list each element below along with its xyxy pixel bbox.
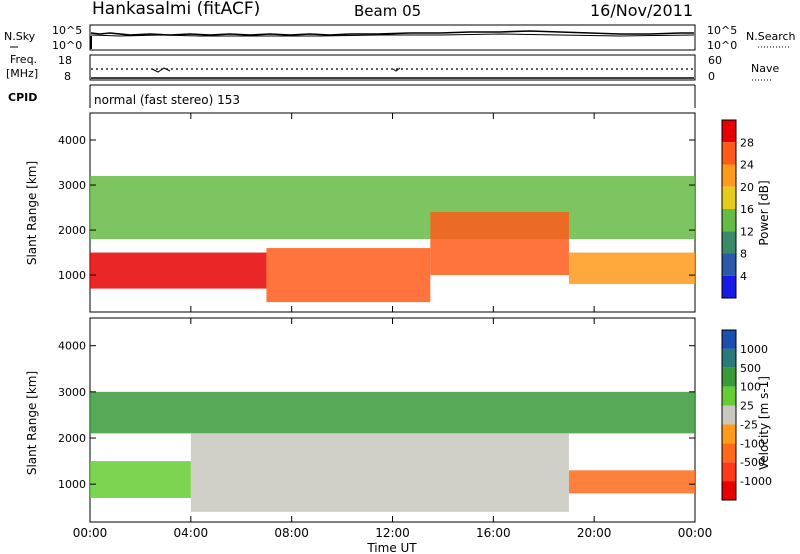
nave-tick-bottom: 0 [708,70,715,83]
colorbar-swatch [722,481,736,500]
colorbar-swatch [722,348,736,368]
freq-label-line2: [MHz] [6,67,38,80]
time-axis-label: Time UT [366,541,417,554]
noise-sky-line [90,30,694,36]
cpid-label: CPID [8,91,37,104]
heatmap-region [90,252,267,289]
colorbar-tick-label: 1000 [740,343,768,356]
colorbar-swatch [722,330,736,349]
heatmap-region [266,248,431,303]
colorbar-tick-label: -1000 [740,475,772,488]
power-colorbar-label: Power [dB] [757,180,771,245]
heatmap-region [568,252,695,285]
beam-title: Beam 05 [354,2,421,20]
x-tick-label: 12:00 [375,526,410,540]
velocity-panel: 1000 2000 3000 4000 [58,317,696,523]
velocity-colorbar: 1000 500 100 25 -25 -100 -500 -1000 [721,329,772,501]
x-tick-label: 04:00 [174,526,209,540]
noise-panel: N.Sky 10^5 10^0 10^5 10^0 N.Search [4,24,796,52]
colorbar-tick-label: 24 [740,159,754,172]
cpid-text: normal (fast stereo) 153 [94,93,240,107]
colorbar-tick-label: -100 [740,437,765,450]
colorbar-tick-label: 12 [740,225,754,238]
power-colorbar: 4 8 12 16 20 24 28 [721,119,754,299]
velocity-ylabel: Slant Range [km] [25,371,39,475]
heatmap-region [90,461,191,498]
date-title: 16/Nov/2011 [590,1,693,20]
colorbar-tick-label: -500 [740,456,765,469]
power-panel: 1000 2000 3000 4000 [58,112,696,313]
y-tick-label: 1000 [58,269,86,282]
heatmap-region [90,391,695,434]
noise-right-tick-top: 10^5 [707,24,737,37]
colorbar-tick-label: 16 [740,203,754,216]
colorbar-tick-label: 8 [740,248,747,261]
noise-right-label: N.Search [746,30,796,43]
colorbar-swatch [722,424,736,444]
colorbar-swatch [722,186,736,209]
heatmap-region [190,433,569,512]
colorbar-tick-label: 500 [740,362,761,375]
x-tick-label: 16:00 [476,526,511,540]
x-tick-label: 20:00 [577,526,612,540]
freq-excursion [151,67,171,73]
colorbar-swatch [722,120,736,143]
heatmap-region [430,212,569,276]
x-tick-label: 00:00 [678,526,713,540]
x-tick-label: 08:00 [274,526,309,540]
colorbar-tick-label: 28 [740,136,754,149]
velocity-colorbar-label: Velocity [m s-1] [757,376,771,470]
cpid-panel: CPID normal (fast stereo) 153 [8,84,696,108]
noise-left-tick-bottom: 10^0 [52,39,82,52]
y-tick-label: 4000 [58,134,86,147]
heatmap-region [568,470,695,494]
colorbar-swatch [722,386,736,406]
nave-tick-top: 60 [708,54,722,67]
y-tick-label: 2000 [58,224,86,237]
colorbar-tick-label: -25 [740,418,758,431]
freq-panel: Freq. [MHz] 18 8 60 0 Nave [6,53,779,83]
colorbar-swatch [722,462,736,482]
y-tick-label: 2000 [58,432,86,445]
colorbar-frame [721,119,737,299]
noise-right-tick-bottom: 10^0 [707,39,737,52]
noise-search-line [90,33,695,37]
freq-tick-bottom: 8 [64,70,71,83]
time-axis: 00:00 04:00 08:00 12:00 16:00 20:00 00:00 [73,526,713,540]
colorbar-swatch [722,142,736,165]
colorbar-swatch [722,231,736,254]
colorbar-tick-label: 20 [740,181,754,194]
freq-label-line1: Freq. [10,53,37,66]
colorbar-tick-label: 100 [740,381,761,394]
power-ylabel: Slant Range [km] [25,161,39,265]
nave-label: Nave [751,62,779,75]
y-tick-label: 4000 [58,340,86,353]
y-tick-label: 1000 [58,478,86,491]
heatmap-region [90,176,695,240]
colorbar-swatch [722,164,736,187]
colorbar-tick-label: 25 [740,400,754,413]
colorbar-swatch [722,443,736,463]
colorbar-tick-label: 4 [740,270,747,283]
colorbar-frame [721,329,737,501]
colorbar-swatch [722,253,736,276]
station-title: Hankasalmi (fitACF) [92,0,260,19]
x-tick-label: 00:00 [73,526,108,540]
y-tick-label: 3000 [58,179,86,192]
y-tick-label: 3000 [58,386,86,399]
noise-left-label: N.Sky [4,30,36,43]
colorbar-swatch [722,405,736,425]
freq-tick-top: 18 [58,54,72,67]
colorbar-swatch [722,367,736,387]
noise-left-tick-top: 10^5 [52,24,82,37]
colorbar-swatch [722,275,736,298]
colorbar-swatch [722,209,736,232]
